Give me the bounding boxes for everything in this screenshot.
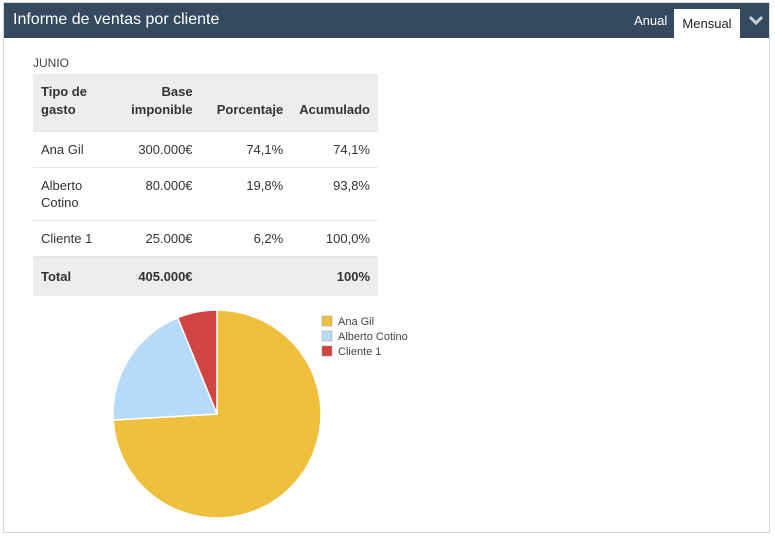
- legend-label: Cliente 1: [338, 346, 381, 358]
- row-base: 80.000€: [110, 167, 201, 221]
- pie-slice-alberto-cotino[interactable]: [112, 316, 219, 421]
- legend-swatch: [321, 330, 333, 342]
- report-table: Tipo de gasto Base imponible Porcentaje …: [33, 74, 378, 296]
- col-header-tipo: Tipo de gasto: [33, 74, 111, 132]
- col-header-acumulado: Acumulado: [291, 74, 378, 132]
- pie-slice-cliente-1[interactable]: [176, 309, 218, 415]
- row-name: Cliente 1: [33, 220, 111, 257]
- table-header-row: Tipo de gasto Base imponible Porcentaje …: [33, 74, 378, 132]
- col-header-porcentaje: Porcentaje: [200, 74, 292, 132]
- row-pct: 6,2%: [200, 220, 292, 257]
- table-row: Cliente 1 25.000€ 6,2% 100,0%: [33, 220, 378, 257]
- row-acum: 100,0%: [291, 220, 378, 257]
- total-row: Total 405.000€ 100%: [33, 256, 378, 296]
- table-row: Ana Gil 300.000€ 74,1% 74,1%: [33, 131, 378, 168]
- row-base: 300.000€: [110, 131, 201, 168]
- tab-mensual[interactable]: Mensual: [674, 9, 740, 38]
- table-row: Alberto Cotino 80.000€ 19,8% 93,8%: [33, 167, 378, 221]
- row-name: Alberto Cotino: [33, 167, 111, 221]
- month-label: JUNIO: [33, 56, 69, 70]
- total-base: 405.000€: [110, 256, 201, 296]
- row-acum: 93,8%: [291, 167, 378, 221]
- row-pct: 19,8%: [200, 167, 292, 221]
- total-pct: [200, 256, 292, 296]
- sales-report-panel: Informe de ventas por cliente Anual Mens…: [3, 2, 770, 533]
- legend-swatch: [321, 345, 333, 357]
- panel-title: Informe de ventas por cliente: [13, 11, 220, 28]
- panel-header: Informe de ventas por cliente Anual Mens…: [4, 3, 769, 38]
- legend-swatch: [321, 315, 333, 327]
- row-acum: 74,1%: [291, 131, 378, 168]
- legend-label: Alberto Cotino: [338, 331, 408, 343]
- row-pct: 74,1%: [200, 131, 292, 168]
- row-name: Ana Gil: [33, 131, 111, 168]
- pie-chart: Ana Gil Alberto Cotino Cliente 1: [112, 309, 408, 519]
- tab-anual[interactable]: Anual: [634, 13, 668, 28]
- legend-label: Ana Gil: [338, 316, 374, 328]
- total-label: Total: [33, 256, 111, 296]
- chevron-down-icon[interactable]: [748, 13, 764, 27]
- col-header-base: Base imponible: [110, 74, 201, 132]
- row-base: 25.000€: [110, 220, 201, 257]
- total-acum: 100%: [291, 256, 378, 296]
